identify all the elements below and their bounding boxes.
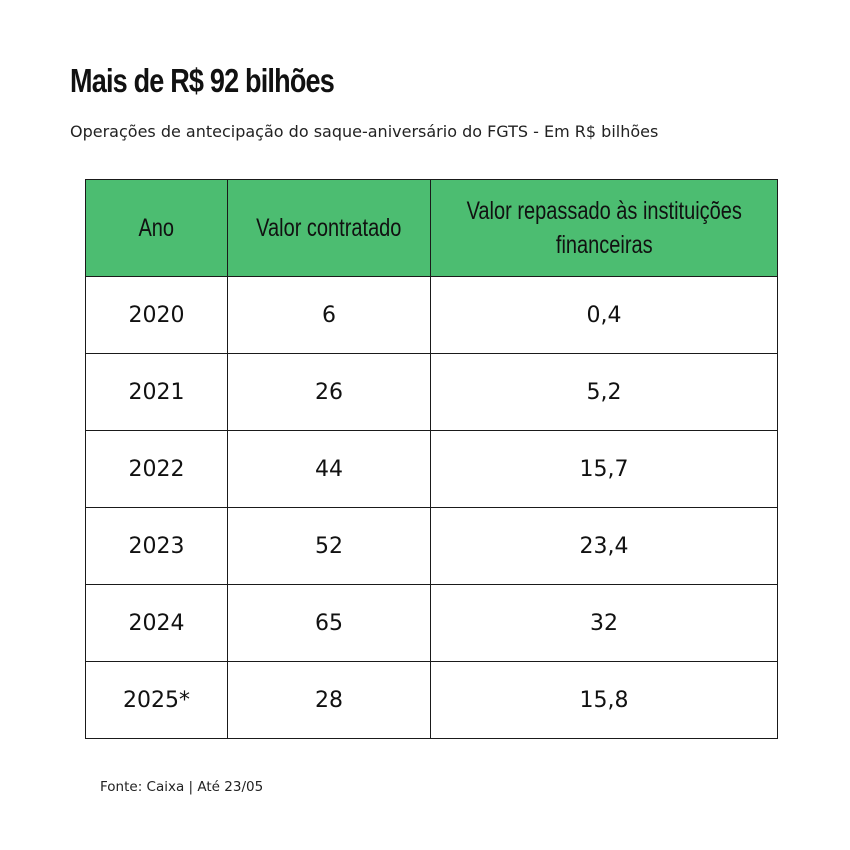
table-cell-valor-repassado: 5,2 [430,353,778,431]
table-cell-ano: 2022 [85,430,228,508]
table-cell-valor-repassado: 0,4 [430,276,778,354]
column-header-valor-repassado: Valor repassado às instituições financei… [430,179,778,277]
table-cell-valor-repassado: 32 [430,584,778,662]
table-cell-valor-contratado: 28 [227,661,431,739]
table-cell-valor-contratado: 6 [227,276,431,354]
table-row: 2025* 28 15,8 [85,661,778,739]
column-header-label: Valor repassado às instituições financei… [466,197,742,259]
table-row: 2024 65 32 [85,584,778,662]
table-cell-valor-contratado: 26 [227,353,431,431]
table-cell-valor-repassado: 23,4 [430,507,778,585]
chart-title: Mais de R$ 92 bilhões [70,62,335,99]
source-note: Fonte: Caixa | Até 23/05 [100,779,264,795]
column-header-valor-contratado: Valor contratado [227,179,431,277]
column-header-label: Ano [138,214,175,242]
table-cell-ano: 2025* [85,661,228,739]
table-cell-ano: 2020 [85,276,228,354]
table-cell-valor-contratado: 44 [227,430,431,508]
table-row: 2023 52 23,4 [85,507,778,585]
data-table: Ano Valor contratado Valor repassado às … [85,179,778,739]
chart-subtitle: Operações de antecipação do saque-aniver… [70,122,659,141]
table-cell-valor-contratado: 52 [227,507,431,585]
column-header-ano: Ano [85,179,228,277]
table-row: 2022 44 15,7 [85,430,778,508]
table-cell-valor-repassado: 15,7 [430,430,778,508]
table-header-row: Ano Valor contratado Valor repassado às … [85,179,778,277]
table-cell-ano: 2021 [85,353,228,431]
table-cell-valor-repassado: 15,8 [430,661,778,739]
column-header-label: Valor contratado [256,214,402,242]
table-cell-ano: 2024 [85,584,228,662]
table-cell-ano: 2023 [85,507,228,585]
table-row: 2020 6 0,4 [85,276,778,354]
table-row: 2021 26 5,2 [85,353,778,431]
table-cell-valor-contratado: 65 [227,584,431,662]
